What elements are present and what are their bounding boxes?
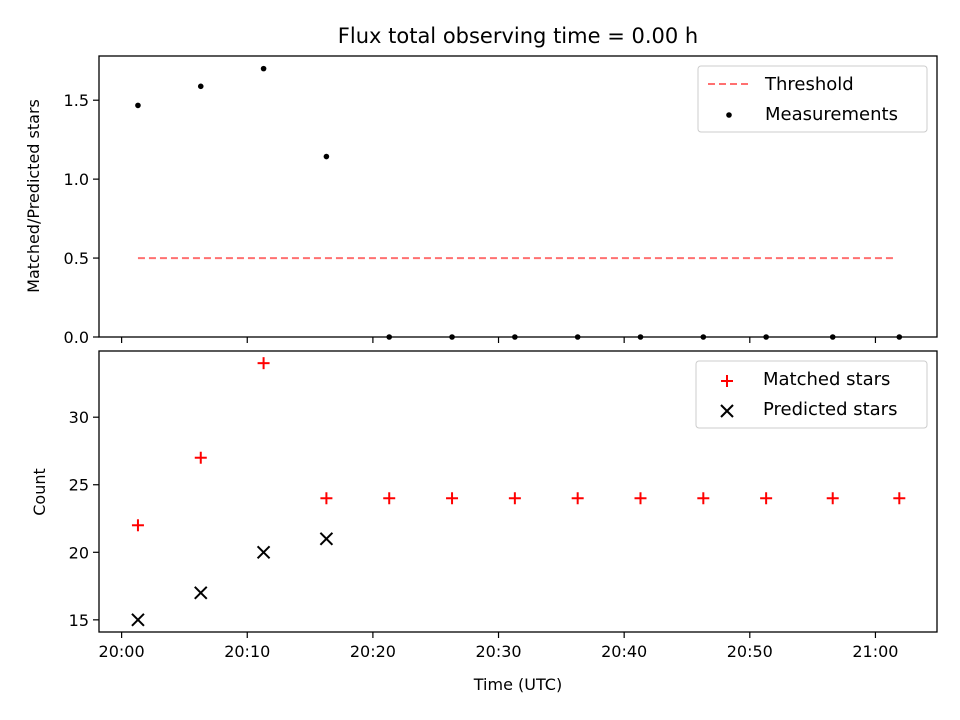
- x-tick-label: 20:10: [224, 642, 270, 661]
- x-axis-label: Time (UTC): [473, 675, 562, 694]
- matched-star-point: [571, 492, 584, 505]
- top-legend-box: [697, 65, 928, 133]
- x-tick-label: 20:50: [727, 642, 773, 661]
- matched-star-point: [760, 492, 773, 505]
- legend-measurements-swatch: [726, 112, 732, 118]
- matched-star-point: [508, 492, 521, 505]
- legend-measurements-label: Measurements: [765, 104, 898, 125]
- matched-star-point: [634, 492, 647, 505]
- predicted-star-point: [194, 586, 208, 600]
- legend-matched-label: Matched stars: [763, 369, 890, 390]
- top-axes-frame: [98, 55, 938, 338]
- bottom-y-axis-label: Count: [30, 468, 49, 516]
- top-legend: Threshold Measurements: [697, 65, 928, 133]
- bottom-plot: 15 20 25 30 20:00 20:10 20:20 20:30 20:40 20:50 2…: [30, 350, 938, 694]
- matched-star-point: [194, 451, 207, 464]
- measurement-point: [323, 153, 330, 160]
- matched-star-point: [893, 492, 906, 505]
- legend-predicted-label: Predicted stars: [763, 399, 897, 420]
- top-y-tick-label: 1.0: [64, 170, 89, 189]
- bottom-y-tick-label: 20: [69, 543, 89, 562]
- top-y-tick-label: 1.5: [64, 91, 89, 110]
- legend-matched-swatch: [721, 375, 733, 387]
- bottom-y-tick-label: 25: [69, 476, 89, 495]
- bottom-axes-frame: [98, 350, 938, 633]
- matched-star-point: [697, 492, 710, 505]
- bottom-y-tick-label: 15: [69, 611, 89, 630]
- legend-predicted-swatch: [720, 404, 734, 418]
- matched-star-point: [383, 492, 396, 505]
- matched-star-point: [257, 357, 270, 370]
- chart-title: Flux total observing time = 0.00 h: [338, 24, 698, 48]
- bottom-legend: Matched stars Predicted stars: [695, 360, 928, 429]
- matched-star-point: [131, 519, 144, 532]
- measurement-point: [197, 83, 204, 90]
- x-tick-label: 20:30: [475, 642, 521, 661]
- measurement-point: [260, 65, 267, 72]
- top-y-tick-label: 0.5: [64, 249, 89, 268]
- top-plot: 0.0 0.5 1.0 1.5 Matched/Predicted stars Thr…: [24, 55, 938, 347]
- bottom-y-tick-label: 30: [69, 408, 89, 427]
- top-y-axis-label: Matched/Predicted stars: [24, 99, 43, 293]
- legend-threshold-label: Threshold: [764, 74, 854, 95]
- predicted-star-point: [131, 613, 145, 627]
- predicted-star-point: [256, 545, 271, 560]
- measurement-point: [135, 102, 141, 109]
- x-tick-label: 20:20: [350, 642, 396, 661]
- bottom-legend-box: [695, 360, 928, 429]
- top-y-tick-label: 0.0: [64, 328, 89, 347]
- matched-star-point: [446, 492, 459, 505]
- x-tick-label: 20:00: [99, 642, 145, 661]
- x-tick-label: 21:00: [852, 642, 898, 661]
- matched-star-point: [320, 492, 333, 505]
- predicted-star-point: [319, 532, 334, 546]
- x-tick-label: 20:40: [601, 642, 647, 661]
- matched-star-point: [826, 492, 839, 505]
